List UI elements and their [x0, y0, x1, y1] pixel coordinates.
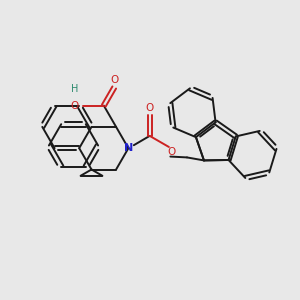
Text: O: O	[168, 147, 176, 158]
Text: O: O	[70, 100, 79, 111]
Text: O: O	[110, 75, 118, 85]
Text: H: H	[71, 84, 78, 94]
Text: N: N	[124, 143, 133, 153]
Text: O: O	[146, 103, 154, 112]
